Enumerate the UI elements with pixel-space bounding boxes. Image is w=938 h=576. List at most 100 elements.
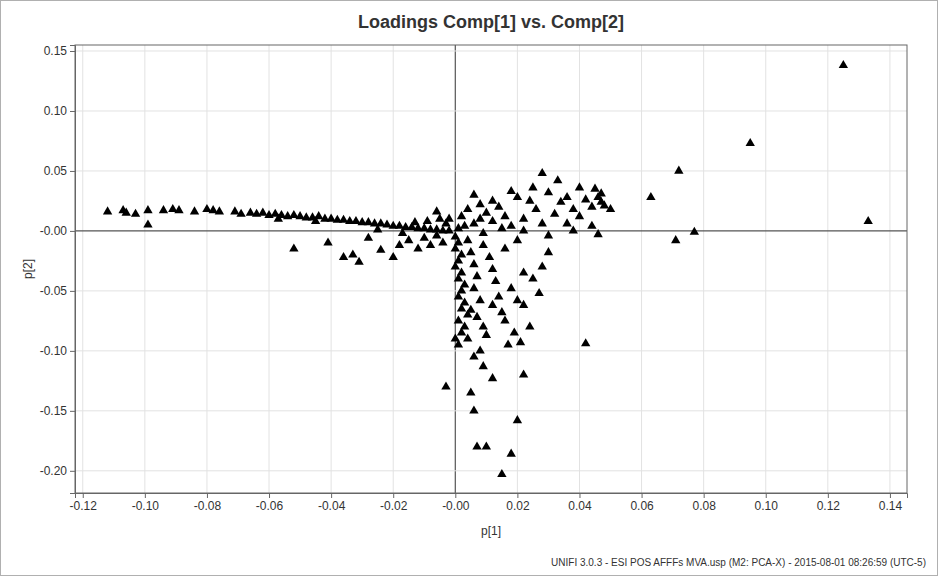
point: [103, 206, 112, 214]
point: [479, 321, 488, 329]
tick: -0.00: [40, 224, 75, 238]
tick-mark: [766, 493, 767, 498]
point: [413, 243, 422, 251]
tick: 0.15: [44, 44, 75, 58]
point: [376, 245, 385, 253]
tick: -0.02: [380, 493, 408, 513]
tick-label: 0.05: [44, 164, 68, 178]
tick-mark: [70, 231, 75, 232]
point: [519, 369, 528, 377]
tick-label: 0.08: [692, 499, 716, 513]
plot-frame: [75, 45, 907, 493]
tick-mark: [269, 493, 270, 498]
point: [131, 209, 140, 217]
tick-label: 0.06: [630, 499, 654, 513]
point: [482, 208, 491, 216]
point: [674, 166, 683, 174]
point: [506, 221, 515, 229]
point: [690, 227, 699, 235]
tick: 0.08: [692, 493, 716, 513]
grid-line: [75, 50, 907, 51]
point: [488, 264, 497, 272]
point: [587, 202, 596, 210]
point: [491, 276, 500, 284]
tick: -0.05: [40, 284, 75, 298]
point: [500, 211, 509, 219]
point: [485, 252, 494, 260]
point: [475, 345, 484, 353]
grid-line: [269, 45, 270, 493]
point: [513, 235, 522, 243]
point: [469, 259, 478, 267]
point: [482, 330, 491, 338]
tick-mark: [579, 493, 580, 498]
tick-mark: [70, 291, 75, 292]
plot: -0.12-0.10-0.08-0.06-0.04-0.02-0.000.020…: [40, 44, 908, 512]
point: [364, 233, 373, 241]
point: [472, 441, 481, 449]
axis-line: [70, 46, 76, 494]
point: [143, 205, 152, 213]
point: [538, 218, 547, 226]
point: [466, 305, 475, 313]
point: [469, 351, 478, 359]
point: [475, 199, 484, 207]
point: [597, 188, 606, 196]
point: [460, 221, 469, 229]
point: [531, 204, 540, 212]
tick-mark: [890, 493, 891, 498]
point: [506, 283, 515, 291]
tick: -0.12: [70, 493, 98, 513]
point: [506, 186, 515, 194]
tick-label: -0.08: [194, 499, 222, 513]
point: [426, 240, 435, 248]
tick-label: -0.06: [256, 499, 284, 513]
grid-line: [75, 470, 907, 471]
point: [274, 214, 283, 222]
tick-label: 0.10: [44, 104, 68, 118]
point: [600, 200, 609, 208]
grid-line: [703, 45, 704, 493]
point: [463, 204, 472, 212]
point: [444, 214, 453, 222]
tick-label: -0.02: [380, 499, 408, 513]
point: [534, 288, 543, 296]
point: [438, 238, 447, 246]
point: [463, 333, 472, 341]
point: [528, 273, 537, 281]
point: [432, 206, 441, 214]
tick-mark: [331, 493, 332, 498]
tick-label: 0.15: [44, 44, 68, 58]
grid-line: [75, 290, 907, 291]
tick-mark: [83, 493, 84, 498]
point: [466, 387, 475, 395]
point: [864, 216, 873, 224]
tick-mark: [70, 111, 75, 112]
point: [479, 240, 488, 248]
grid-line: [75, 230, 907, 231]
point: [513, 295, 522, 303]
point: [497, 469, 506, 477]
grid-line: [75, 410, 907, 411]
grid-line: [206, 45, 207, 493]
point: [646, 192, 655, 200]
point: [581, 338, 590, 346]
point: [606, 204, 615, 212]
tick-label: 0.12: [817, 499, 841, 513]
point: [519, 300, 528, 308]
point: [553, 175, 562, 183]
point: [398, 228, 407, 236]
point: [538, 261, 547, 269]
tick: 0.10: [755, 493, 779, 513]
point: [544, 230, 553, 238]
grid-line: [393, 45, 394, 493]
tick-label: -0.12: [70, 499, 98, 513]
point: [454, 339, 463, 347]
point: [562, 218, 571, 226]
point: [593, 229, 602, 237]
tick: -0.10: [40, 344, 75, 358]
point: [519, 226, 528, 234]
point: [236, 209, 245, 217]
point: [488, 196, 497, 204]
point: [503, 339, 512, 347]
